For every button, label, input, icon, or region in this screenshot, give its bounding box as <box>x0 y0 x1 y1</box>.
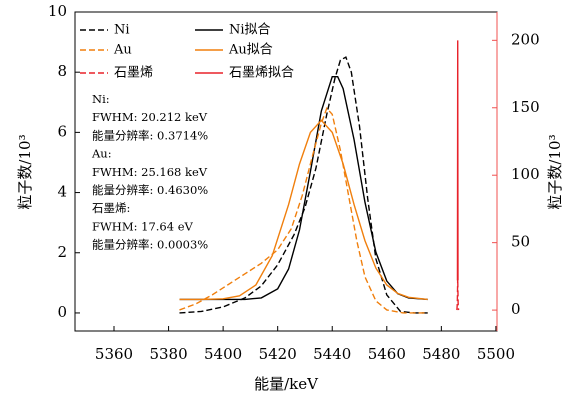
y2-tick-label: 150 <box>511 98 540 116</box>
y-tick-label: 2 <box>57 243 67 261</box>
x-axis-label: 能量/keV <box>254 375 319 393</box>
series-line <box>456 40 459 281</box>
annotation: 能量分辨率: 0.3714% <box>92 128 208 142</box>
y2-tick-label: 0 <box>511 300 521 318</box>
annotation: 石墨烯: <box>92 201 130 215</box>
annotation: FWHM: 25.168 keV <box>92 165 208 179</box>
series-line <box>179 119 428 301</box>
y2-tick-label: 50 <box>511 233 530 251</box>
series-line <box>179 56 428 314</box>
annotation: FWHM: 20.212 keV <box>92 110 208 124</box>
annotation: 能量分辨率: 0.4630% <box>92 183 208 197</box>
legend-label: Ni拟合 <box>229 23 271 38</box>
y-tick-label: 0 <box>57 303 67 321</box>
y-axis-label: 粒子数/10³ <box>16 134 34 209</box>
legend-label: Au <box>113 43 132 58</box>
annotation: FWHM: 17.64 eV <box>92 219 194 233</box>
y2-tick-label: 100 <box>511 165 540 183</box>
x-tick-label: 5480 <box>422 345 460 363</box>
legend-label: 石墨烯 <box>114 66 153 81</box>
x-tick-label: 5380 <box>149 345 187 363</box>
annotation: 能量分辨率: 0.0003% <box>92 238 208 252</box>
series-line <box>456 277 460 311</box>
x-tick-label: 5460 <box>368 345 406 363</box>
y-tick-label: 8 <box>57 62 67 80</box>
series-line <box>179 76 428 301</box>
y-tick-label: 10 <box>48 2 67 20</box>
x-tick-label: 5500 <box>477 345 515 363</box>
annotation: Ni: <box>92 92 110 106</box>
y-tick-label: 6 <box>57 122 67 140</box>
annotation: Au: <box>91 147 112 161</box>
legend-label: 石墨烯拟合 <box>229 66 294 81</box>
x-tick-label: 5420 <box>259 345 297 363</box>
legend-label: Au拟合 <box>228 43 273 58</box>
legend-label: Ni <box>114 23 130 38</box>
x-tick-label: 5440 <box>313 345 351 363</box>
x-tick-label: 5360 <box>95 345 133 363</box>
y-tick-label: 4 <box>57 183 67 201</box>
x-tick-label: 5400 <box>204 345 242 363</box>
y2-axis-label: 粒子数/10³ <box>546 134 564 209</box>
y2-tick-label: 200 <box>511 30 540 48</box>
